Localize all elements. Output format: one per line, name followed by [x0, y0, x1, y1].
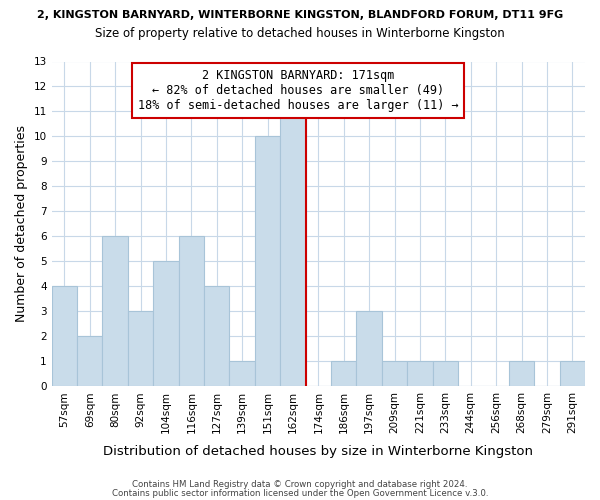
Bar — [103, 236, 128, 386]
X-axis label: Distribution of detached houses by size in Winterborne Kingston: Distribution of detached houses by size … — [103, 444, 533, 458]
Bar — [77, 336, 103, 386]
Bar — [382, 362, 407, 386]
Bar — [356, 312, 382, 386]
Text: Size of property relative to detached houses in Winterborne Kingston: Size of property relative to detached ho… — [95, 28, 505, 40]
Bar — [331, 362, 356, 386]
Bar — [560, 362, 585, 386]
Text: Contains HM Land Registry data © Crown copyright and database right 2024.: Contains HM Land Registry data © Crown c… — [132, 480, 468, 489]
Bar — [179, 236, 204, 386]
Bar — [229, 362, 255, 386]
Bar — [255, 136, 280, 386]
Y-axis label: Number of detached properties: Number of detached properties — [15, 126, 28, 322]
Bar — [433, 362, 458, 386]
Text: 2, KINGSTON BARNYARD, WINTERBORNE KINGSTON, BLANDFORD FORUM, DT11 9FG: 2, KINGSTON BARNYARD, WINTERBORNE KINGST… — [37, 10, 563, 20]
Bar — [407, 362, 433, 386]
Bar — [204, 286, 229, 386]
Bar — [52, 286, 77, 386]
Text: Contains public sector information licensed under the Open Government Licence v.: Contains public sector information licen… — [112, 488, 488, 498]
Bar — [280, 112, 305, 386]
Bar — [509, 362, 534, 386]
Bar — [153, 262, 179, 386]
Bar — [128, 312, 153, 386]
Text: 2 KINGSTON BARNYARD: 171sqm
← 82% of detached houses are smaller (49)
18% of sem: 2 KINGSTON BARNYARD: 171sqm ← 82% of det… — [138, 69, 458, 112]
